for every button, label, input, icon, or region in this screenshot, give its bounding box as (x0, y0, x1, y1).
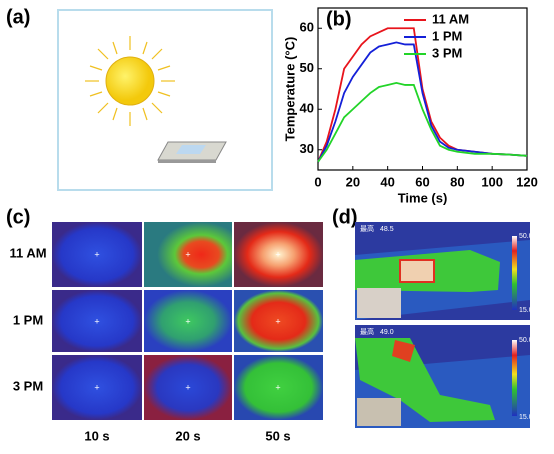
svg-text:+: + (94, 249, 99, 259)
thermal-image (52, 290, 142, 352)
x-tick-label: 100 (481, 174, 503, 189)
panel-label: (c) (6, 206, 30, 228)
leg (355, 338, 495, 422)
svg-text:+: + (275, 382, 280, 392)
x-tick-label: 0 (314, 174, 321, 189)
x-axis-title: Time (s) (398, 190, 448, 205)
max-value: 48.5 (380, 226, 394, 233)
y-tick-label: 60 (300, 20, 314, 35)
y-axis-title: Temperature (°C) (282, 37, 297, 142)
sun-rays (85, 36, 175, 126)
hot-film (399, 259, 435, 283)
svg-text:+: + (185, 249, 190, 259)
svg-text:+: + (94, 316, 99, 326)
max-value: 49.0 (380, 329, 394, 336)
column-label: 50 s (265, 428, 290, 443)
inset-photo (357, 288, 401, 318)
y-tick-label: 40 (300, 101, 314, 116)
x-tick-label: 40 (380, 174, 394, 189)
x-tick-label: 20 (346, 174, 360, 189)
svg-text:+: + (185, 382, 190, 392)
y-tick-label: 30 (300, 141, 314, 156)
thermal-grid: + + + + + + + + + 11 AM 1 PM 3 PM 10 s 20 s 50… (9, 222, 323, 443)
x-tick-label: 120 (516, 174, 538, 189)
column-label: 10 s (84, 428, 109, 443)
max-label: 最高 (360, 224, 374, 233)
y-tick-label: 50 (300, 60, 314, 75)
crosshairs: + + + + + + + + + (94, 249, 280, 392)
max-label: 最高 (360, 327, 374, 336)
color-scale (512, 236, 517, 310)
scale-max: 50.0 (519, 337, 533, 344)
thermal-image (234, 290, 323, 352)
scale-min: 15.0 (519, 414, 533, 421)
thermal-image (144, 355, 232, 420)
plate-edge (158, 160, 216, 163)
series-line (317, 41, 528, 163)
x-tick-label: 80 (450, 174, 464, 189)
thermal-photo: 最高 48.5 50.0 15.0 (355, 222, 533, 320)
svg-text:+: + (275, 249, 280, 259)
inset-photo (357, 398, 401, 426)
hot-film (392, 340, 415, 362)
color-scale (512, 340, 517, 416)
svg-text:+: + (275, 316, 280, 326)
legend-label: 1 PM (432, 28, 462, 43)
svg-text:+: + (94, 382, 99, 392)
sample-film (176, 145, 206, 154)
column-label: 20 s (175, 428, 200, 443)
panel-label: (a) (6, 6, 30, 28)
scale-min: 15.0 (519, 307, 533, 314)
panel-label: (b) (326, 8, 352, 30)
thermal-image (52, 222, 142, 287)
thermal-image (234, 355, 323, 420)
series-line (317, 82, 528, 163)
thermal-image (234, 222, 323, 287)
row-label: 11 AM (9, 245, 46, 260)
panel-label: (d) (332, 206, 358, 228)
row-label: 3 PM (13, 378, 43, 393)
scale-max: 50.0 (519, 233, 533, 240)
x-tick-label: 60 (415, 174, 429, 189)
thermal-photo: 最高 49.0 50.0 15.0 (355, 325, 533, 428)
thermal-image (52, 355, 142, 420)
legend-label: 3 PM (432, 45, 462, 60)
thermal-image (144, 222, 232, 287)
svg-text:+: + (185, 316, 190, 326)
sun (105, 56, 155, 106)
legend-label: 11 AM (432, 11, 469, 26)
row-label: 1 PM (13, 312, 43, 327)
thermal-image (144, 290, 232, 352)
